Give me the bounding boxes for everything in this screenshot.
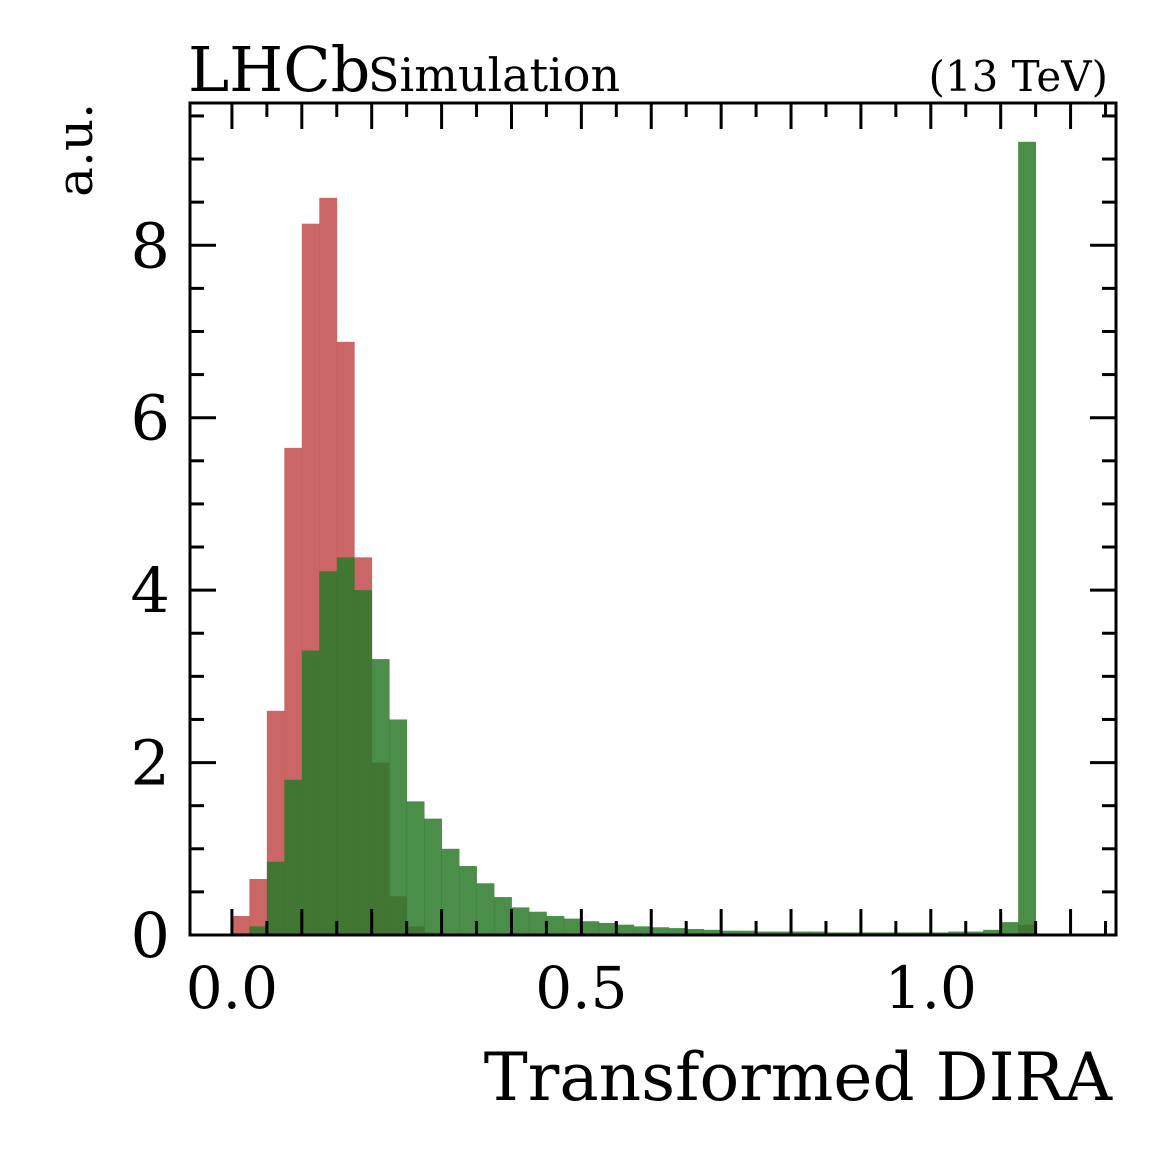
histogram-bar-series-2	[336, 557, 355, 935]
histogram-bars	[231, 141, 1037, 936]
histogram-bar-series-2	[651, 927, 670, 935]
histogram-bar-series-2	[965, 931, 984, 935]
histogram-bar-series-2	[773, 931, 792, 935]
histogram-bar-series-1	[249, 878, 268, 935]
histogram-bar-series-2	[983, 929, 1002, 935]
y-tick-label: 4	[131, 554, 170, 627]
histogram-bar-series-2	[528, 911, 547, 935]
histogram-bar-series-2	[494, 897, 512, 935]
histogram-bar-series-2	[476, 883, 495, 935]
histogram-bar-series-2	[633, 926, 652, 935]
x-tick-label: 0.5	[535, 954, 627, 1022]
histogram-bar-series-2	[424, 818, 442, 935]
histogram-bar-series-2	[738, 930, 757, 935]
histogram-bar-series-2	[284, 779, 303, 935]
histogram-bar-series-2	[721, 930, 740, 935]
y-axis-label: a.u.	[46, 103, 104, 197]
histogram-bar-series-1	[231, 916, 250, 935]
histogram-bar-series-2	[563, 918, 582, 935]
axis-ticks	[190, 103, 1116, 937]
y-tick-label: 8	[131, 209, 170, 282]
energy-label: (13 TeV)	[928, 52, 1108, 101]
histogram-bar-series-2	[686, 928, 705, 935]
histogram-bar-series-2	[301, 650, 320, 935]
y-tick-label: 2	[131, 727, 170, 800]
histogram-bar-series-2	[616, 924, 635, 935]
histogram-bar-series-2	[389, 719, 408, 935]
histogram-bar-series-2	[266, 861, 285, 935]
histogram-bar-series-2	[581, 921, 600, 935]
histogram-bar-series-2	[948, 931, 967, 935]
x-tick-label: 1.0	[885, 954, 977, 1022]
y-tick-label: 6	[131, 382, 170, 455]
simulation-label: Simulation	[368, 48, 620, 102]
histogram-bar-series-2	[808, 931, 827, 935]
histogram-bar-series-2	[1000, 922, 1019, 935]
histogram-bar-series-2	[354, 590, 373, 935]
histogram-bar-series-2	[371, 659, 390, 935]
histogram-bar-series-2	[319, 571, 338, 935]
histogram-bar-series-2	[459, 866, 477, 935]
histogram-bar-series-2	[791, 931, 809, 935]
histogram-bar-series-2	[249, 926, 268, 935]
histogram-bar-series-2	[703, 929, 722, 935]
histogram-bar-series-2	[598, 922, 617, 935]
histogram-bar-series-2	[1018, 141, 1037, 936]
y-tick-label: 0	[131, 899, 170, 972]
x-tick-label: 0.0	[186, 954, 278, 1022]
experiment-label: LHCb	[188, 33, 370, 106]
histogram-bar-series-2	[406, 801, 425, 935]
axis-tick-labels: 0.0 0.5 1.0 0 2 4 6 8	[131, 209, 977, 1022]
plot-frame	[188, 101, 1118, 937]
histogram-bar-series-2	[511, 907, 530, 935]
histogram-bar-series-2	[546, 916, 565, 935]
histogram-bar-series-2	[668, 928, 687, 935]
x-axis-label: Transformed DIRA	[484, 1039, 1114, 1116]
histogram-bar-series-2	[756, 931, 774, 935]
histogram-bar-series-2	[441, 848, 460, 935]
